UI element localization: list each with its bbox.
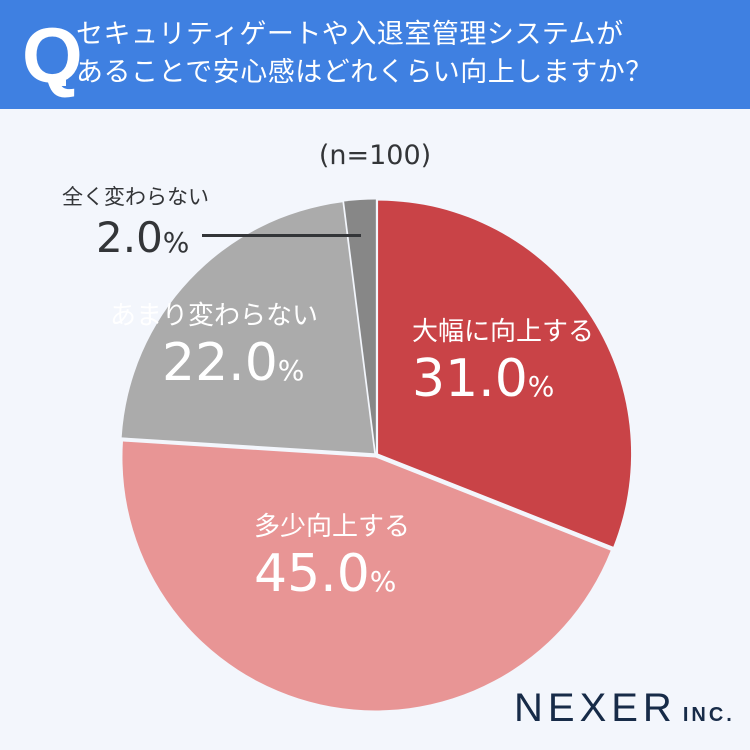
label-category: あまり変わらない <box>110 301 319 331</box>
slice-significant <box>378 200 632 547</box>
label-somewhat: 多少向上する 45.0% <box>254 511 410 613</box>
question-header: Q セキュリティゲートや入退室管理システムが あることで安心感はどれくらい向上し… <box>0 0 750 109</box>
q-mark: Q <box>22 11 83 99</box>
question-line-2: あることで安心感はどれくらい向上しますか？ <box>76 57 653 88</box>
label-not-at-all: 全く変わらない 2.0% <box>62 181 209 268</box>
nexer-logo: NEXER INC. <box>514 686 735 730</box>
q-dot <box>58 78 66 86</box>
label-category: 多少向上する <box>254 512 411 542</box>
slice-not-at-all <box>344 199 376 453</box>
label-not-much: あまり変わらない 22.0% <box>110 300 318 402</box>
question-line-1: セキュリティゲートや入退室管理システムが <box>76 19 624 50</box>
question-text: セキュリティゲートや入退室管理システムが あることで安心感はどれくらい向上します… <box>76 16 653 92</box>
leader-line <box>202 234 361 237</box>
pie-slices <box>121 199 632 711</box>
label-category: 大幅に向上する <box>412 317 595 347</box>
slice-somewhat <box>122 441 611 711</box>
label-value: 45.0% <box>254 544 397 604</box>
label-significant: 大幅に向上する 31.0% <box>412 316 594 418</box>
sample-size: (n=100) <box>318 140 432 171</box>
label-value: 2.0% <box>96 213 190 262</box>
label-value: 31.0% <box>412 349 555 409</box>
slice-not-much <box>121 202 375 454</box>
label-category: 全く変わらない <box>62 185 209 209</box>
label-value: 22.0% <box>162 333 305 393</box>
